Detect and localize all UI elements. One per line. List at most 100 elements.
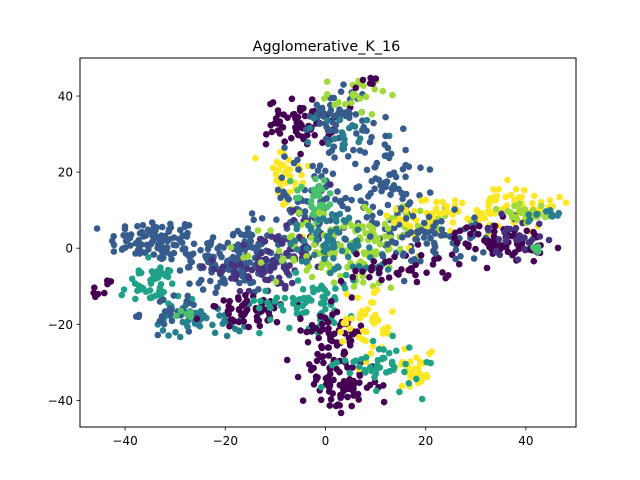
scatter-point xyxy=(483,264,491,272)
scatter-point xyxy=(283,249,290,257)
scatter-point xyxy=(238,311,246,318)
scatter-point xyxy=(225,310,232,318)
scatter-point xyxy=(154,244,161,252)
scatter-point xyxy=(277,194,284,202)
scatter-point xyxy=(330,94,338,102)
scatter-point xyxy=(315,216,322,223)
scatter-point xyxy=(407,223,414,230)
scatter-point xyxy=(549,213,556,220)
scatter-point xyxy=(371,85,379,93)
scatter-point xyxy=(502,235,510,242)
scatter-point xyxy=(438,226,446,233)
scatter-point xyxy=(298,183,305,191)
scatter-point xyxy=(344,393,351,401)
scatter-point xyxy=(146,294,154,302)
scatter-point xyxy=(149,232,156,239)
scatter-point xyxy=(323,123,330,131)
scatter-point xyxy=(407,374,414,381)
scatter-point xyxy=(322,167,329,175)
scatter-point xyxy=(280,189,287,197)
scatter-point xyxy=(340,348,348,356)
scatter-point xyxy=(514,256,522,264)
scatter-point xyxy=(290,257,298,265)
scatter-point xyxy=(511,202,518,210)
scatter-point xyxy=(236,287,244,295)
scatter-point xyxy=(273,318,281,326)
scatter-point xyxy=(107,278,115,285)
scatter-point xyxy=(339,338,346,345)
scatter-point xyxy=(439,209,447,217)
scatter-point xyxy=(423,358,431,366)
scatter-point xyxy=(337,197,345,205)
scatter-point xyxy=(504,207,511,215)
scatter-point xyxy=(308,234,315,241)
scatter-point xyxy=(349,90,357,98)
scatter-point xyxy=(366,381,374,389)
scatter-point xyxy=(352,84,360,92)
scatter-point xyxy=(309,162,317,170)
scatter-point xyxy=(275,247,283,255)
scatter-point xyxy=(308,273,316,281)
scatter-point xyxy=(147,240,155,248)
scatter-point xyxy=(391,253,398,261)
scatter-point xyxy=(366,80,374,87)
scatter-point xyxy=(301,112,309,120)
scatter-point xyxy=(523,227,531,235)
scatter-point xyxy=(366,273,373,281)
scatter-point xyxy=(150,251,158,258)
scatter-point xyxy=(272,170,280,178)
scatter-point xyxy=(401,368,408,376)
scatter-point xyxy=(326,370,334,378)
scatter-point xyxy=(257,259,265,266)
scatter-point xyxy=(363,166,371,174)
scatter-point xyxy=(237,261,244,269)
scatter-point xyxy=(536,233,544,240)
scatter-point xyxy=(362,369,369,376)
scatter-point xyxy=(348,196,355,204)
scatter-point xyxy=(348,99,355,107)
scatter-point xyxy=(372,313,379,320)
scatter-point xyxy=(290,159,298,167)
scatter-point xyxy=(464,215,471,222)
scatter-point xyxy=(294,373,302,381)
scatter-point xyxy=(245,240,253,247)
scatter-point xyxy=(510,196,518,204)
scatter-point xyxy=(331,154,338,161)
x-axis: −40 −20 0 20 40 xyxy=(112,427,534,448)
scatter-point xyxy=(406,344,413,351)
scatter-point xyxy=(216,250,223,257)
scatter-point xyxy=(147,276,154,284)
scatter-point xyxy=(486,208,494,215)
scatter-point xyxy=(348,222,356,230)
scatter-point xyxy=(491,228,498,235)
scatter-point xyxy=(359,76,367,84)
scatter-point xyxy=(451,234,458,242)
scatter-point xyxy=(212,289,219,297)
scatter-point xyxy=(294,277,302,284)
scatter-point xyxy=(528,200,536,207)
scatter-point xyxy=(197,308,205,315)
scatter-point xyxy=(327,181,334,188)
scatter-point xyxy=(370,258,378,265)
scatter-point xyxy=(363,214,371,221)
scatter-point xyxy=(156,284,164,292)
scatter-point xyxy=(457,252,464,260)
scatter-point xyxy=(299,397,307,405)
scatter-point xyxy=(396,388,403,396)
scatter-point xyxy=(280,255,287,262)
scatter-point xyxy=(162,272,169,280)
scatter-point xyxy=(554,244,562,252)
scatter-point xyxy=(344,364,351,371)
scatter-point xyxy=(348,122,356,129)
scatter-point xyxy=(270,264,278,271)
scatter-point xyxy=(292,128,300,135)
scatter-point xyxy=(159,327,167,334)
scatter-point xyxy=(383,212,391,219)
scatter-point xyxy=(352,267,359,275)
scatter-point xyxy=(276,148,284,156)
scatter-point xyxy=(546,207,554,214)
scatter-point xyxy=(228,260,235,268)
scatter-point xyxy=(521,245,528,253)
scatter-point xyxy=(534,243,542,251)
